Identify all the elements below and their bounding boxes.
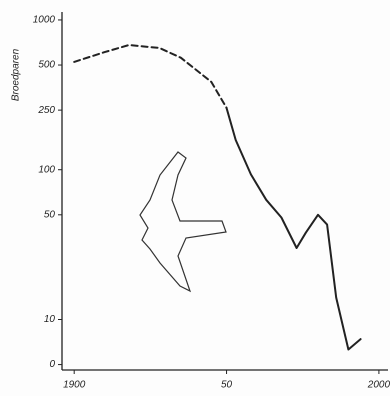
line-series: [225, 106, 362, 351]
x-tick-label: 50: [221, 380, 233, 391]
y-tick-label: 500: [38, 60, 55, 71]
y-tick-label: 50: [44, 209, 56, 220]
x-tick-label: 2000: [367, 380, 390, 391]
y-tick-label: 100: [38, 164, 55, 175]
y-tick-label: 0: [49, 359, 55, 370]
y-tick-label: 1000: [33, 15, 56, 26]
bird-outline: [139, 151, 227, 293]
x-tick-label: 1900: [63, 380, 86, 391]
y-axis-label: Broedparen: [11, 48, 22, 101]
y-tick-label: 10: [44, 314, 56, 325]
y-tick-label: 250: [37, 105, 55, 116]
line-series: [73, 44, 228, 109]
